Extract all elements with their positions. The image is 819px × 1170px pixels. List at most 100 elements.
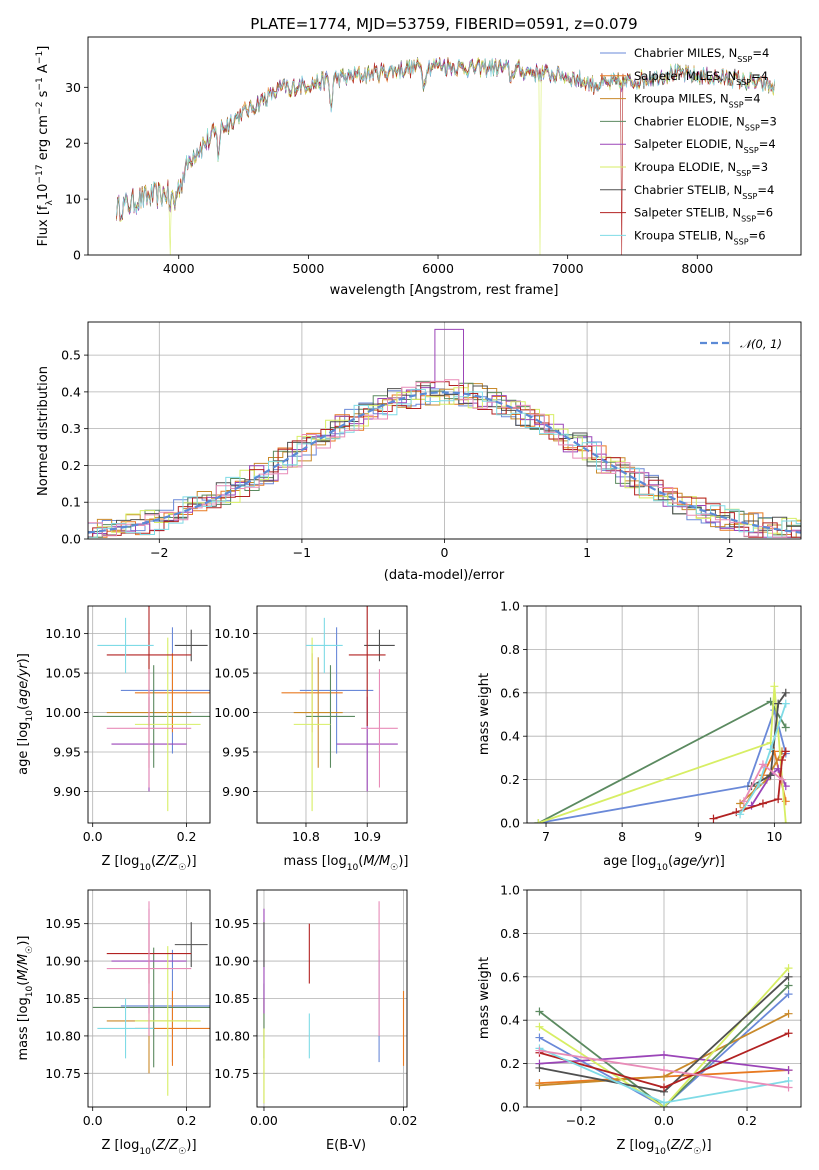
x-tick-label: 7000 — [552, 261, 584, 276]
x-axis-label: mass [log10(M/M☉)] — [284, 854, 409, 873]
weight-point-marker — [766, 745, 775, 754]
legend-entry: Salpeter STELIB, NSSP=6 — [634, 206, 773, 224]
x-axis-label: E(B-V) — [326, 1138, 366, 1153]
panel-spectrum: 4000 5000 6000 7000 8000 0 10 20 30 Chabrier MILE… — [35, 36, 802, 298]
weight-point-marker — [758, 760, 767, 769]
y-tick-label: 10.80 — [214, 1028, 250, 1043]
panel-residuals: −2 −1 0 1 2 0.0 0.1 0.2 0.3 0.4 0.5 𝒩(0, 1) Normed d… — [36, 321, 802, 583]
y-axis-label: Flux [fλ10−17 erg cm−2 s−1 A−1] — [35, 46, 55, 247]
y-tick-label: 10.95 — [45, 916, 81, 931]
x-tick-label: 4000 — [163, 261, 195, 276]
plot-area — [88, 328, 801, 538]
x-axis-label: age [log10(age/yr)] — [603, 854, 725, 873]
axes-frame — [256, 605, 408, 824]
spectrum-series-line — [116, 57, 775, 220]
axes-frame — [87, 889, 211, 1108]
weight-point-marker — [784, 1029, 793, 1038]
histogram-step-line — [88, 379, 801, 538]
y-tick-label: 1.0 — [500, 883, 520, 898]
y-tick-label: 0.2 — [61, 458, 81, 473]
x-tick-label: 0.0 — [83, 829, 103, 844]
y-tick-label: 0.0 — [500, 816, 520, 831]
x-tick-label: 7 — [542, 829, 550, 844]
weight-series-line — [537, 700, 787, 823]
y-tick-label: 10.10 — [45, 626, 81, 641]
x-tick-label: 0.2 — [177, 1113, 197, 1128]
x-tick-label: −0.2 — [566, 1113, 596, 1128]
weight-point-marker — [784, 972, 793, 981]
y-tick-label: 10.05 — [45, 666, 81, 681]
weight-point-marker — [784, 1083, 793, 1092]
spectrum-series-line — [116, 57, 775, 255]
weight-series-line — [538, 686, 787, 823]
axes-frame — [256, 889, 408, 1108]
weight-point-marker — [755, 779, 764, 788]
x-axis-label: Z [log10(Z/Z☉)] — [616, 1138, 711, 1157]
histogram-step-line — [88, 328, 801, 538]
spectrum-legend: Chabrier MILES, NSSP=4 Salpeter MILES, NS… — [600, 46, 777, 246]
weight-point-marker — [781, 819, 790, 823]
weight-point-marker — [660, 1083, 668, 1092]
plot-area — [534, 682, 790, 823]
x-tick-label: 0 — [441, 545, 449, 560]
weight-point-marker — [758, 799, 767, 808]
legend-entry: Salpeter ELODIE, NSSP=4 — [634, 137, 776, 155]
weight-point-marker — [535, 1046, 544, 1055]
y-tick-label: 10.00 — [45, 705, 81, 720]
weight-point-marker — [781, 747, 790, 756]
axes-frame — [87, 321, 802, 540]
weight-series-line — [538, 984, 790, 1107]
legend-entry: Chabrier MILES, NSSP=4 — [634, 46, 769, 64]
x-tick-label: 10 — [766, 829, 782, 844]
y-tick-label: 0.4 — [500, 729, 520, 744]
x-tick-label: 0.0 — [83, 1113, 103, 1128]
weight-point-marker — [784, 1009, 793, 1018]
weight-point-marker — [660, 1098, 668, 1107]
y-tick-label: 0.0 — [61, 532, 81, 547]
y-tick-label: 0.5 — [61, 348, 81, 363]
x-tick-label: 2 — [726, 545, 734, 560]
y-tick-label: 10.75 — [214, 1066, 250, 1081]
legend-entry: Kroupa STELIB, NSSP=6 — [634, 228, 766, 246]
y-tick-label: 0.1 — [61, 495, 81, 510]
weight-point-marker — [774, 699, 783, 708]
y-tick-label: 10.85 — [214, 991, 250, 1006]
y-tick-label: 1.0 — [500, 599, 520, 614]
y-tick-label: 20 — [65, 136, 81, 151]
weight-point-marker — [739, 797, 748, 806]
weight-point-marker — [535, 1063, 544, 1072]
weight-point-marker — [736, 810, 745, 819]
y-tick-label: 0.3 — [61, 421, 81, 436]
y-tick-label: 10.00 — [214, 705, 250, 720]
weight-point-marker — [660, 1066, 668, 1075]
x-tick-label: 8000 — [681, 261, 713, 276]
weight-point-marker — [781, 699, 790, 708]
weight-point-marker — [784, 1066, 793, 1075]
y-tick-label: 0.4 — [500, 1013, 520, 1028]
x-tick-label: −2 — [150, 545, 168, 560]
weight-point-marker — [732, 808, 741, 817]
y-tick-label: 0.2 — [500, 1056, 520, 1071]
y-tick-label: 9.95 — [53, 744, 81, 759]
x-axis-label: Z [log10(Z/Z☉)] — [101, 1138, 196, 1157]
weight-point-marker — [777, 756, 786, 765]
weight-point-marker — [535, 1022, 544, 1031]
weight-point-marker — [535, 1033, 544, 1042]
x-tick-label: 0.0 — [654, 1113, 674, 1128]
y-axis-label: mass weight — [477, 673, 492, 755]
figure-title: PLATE=1774, MJD=53759, FIBERID=0591, z=0… — [250, 15, 637, 33]
legend-entry: Chabrier STELIB, NSSP=4 — [634, 183, 774, 201]
weight-point-marker — [660, 1050, 668, 1059]
y-tick-label: 0.8 — [500, 642, 520, 657]
y-tick-label: 30 — [65, 80, 81, 95]
y-tick-label: 10.05 — [214, 666, 250, 681]
y-tick-label: 10.75 — [45, 1066, 81, 1081]
y-tick-label: 0.6 — [500, 685, 520, 700]
y-tick-label: 10.80 — [45, 1028, 81, 1043]
x-tick-label: 10.9 — [353, 829, 381, 844]
x-tick-label: 8 — [618, 829, 626, 844]
x-tick-label: 9 — [694, 829, 702, 844]
x-tick-label: 0.2 — [737, 1113, 757, 1128]
weight-point-marker — [781, 688, 790, 697]
